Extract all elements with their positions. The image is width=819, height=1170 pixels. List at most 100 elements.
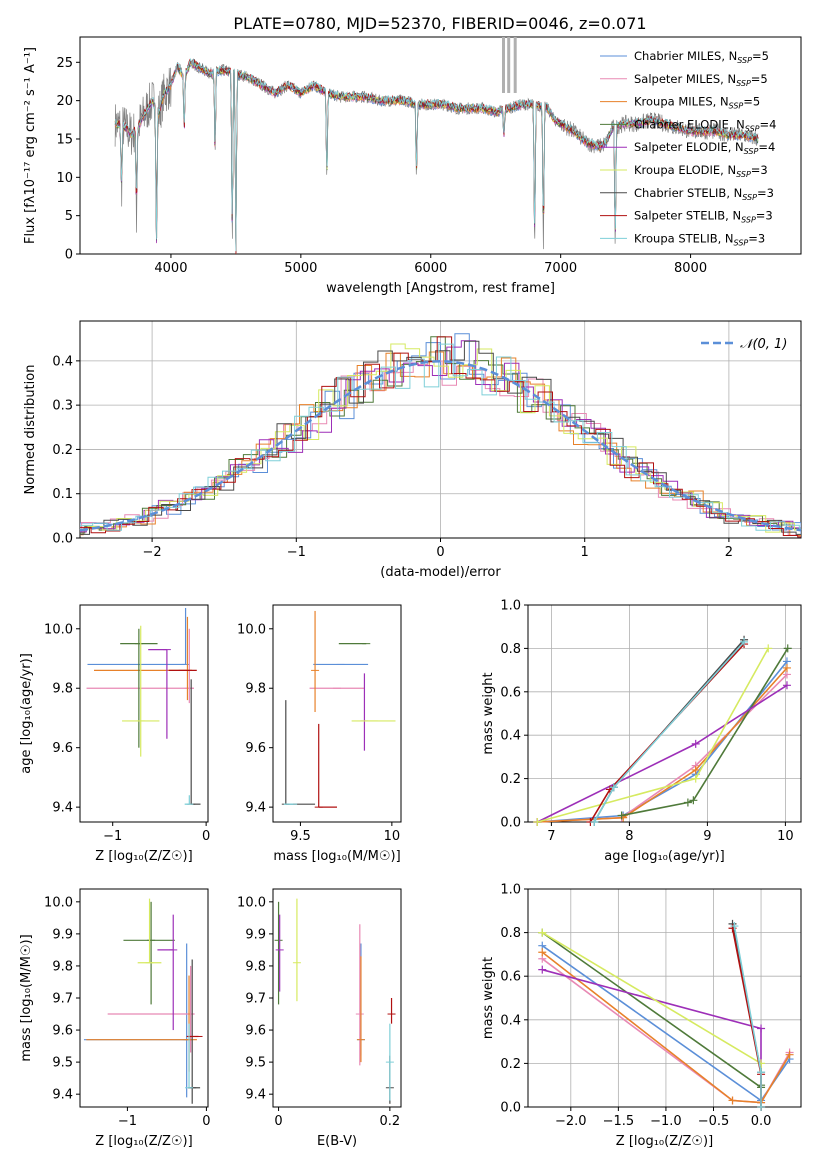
x-tick-label: −0.5 bbox=[698, 1114, 730, 1129]
x-tick-label: 7000 bbox=[544, 261, 577, 276]
x-axis-label: Z [log₁₀(Z/Z☉)] bbox=[95, 1134, 192, 1149]
legend-entry: Salpeter MILES, NSSP=5 bbox=[634, 72, 768, 88]
y-tick-label: 0.3 bbox=[52, 399, 73, 414]
y-tick-label: 9.8 bbox=[52, 959, 73, 974]
axes-frame bbox=[527, 888, 802, 1108]
y-axis-label: mass weight bbox=[481, 957, 496, 1039]
axes-frame bbox=[79, 36, 802, 255]
weight-marker-2 bbox=[785, 1050, 794, 1059]
y-tick-label: 0.4 bbox=[52, 354, 73, 369]
y-tick-label: 9.6 bbox=[52, 1024, 73, 1039]
x-tick-label: 10 bbox=[384, 829, 401, 844]
legend-entry: Kroupa ELODIE, NSSP=3 bbox=[634, 163, 768, 179]
x-tick-label: −1.0 bbox=[650, 1114, 682, 1129]
x-tick-label: 7 bbox=[547, 829, 555, 844]
y-tick-label: 9.8 bbox=[245, 959, 266, 974]
x-tick-label: 8000 bbox=[674, 261, 707, 276]
age-vs-mass-panel: 9.5 10 9.4 9.6 9.8 10.0 mass [log₁₀(M/M☉)] bbox=[237, 604, 402, 864]
weight-marker-5 bbox=[538, 928, 547, 937]
y-tick-label: 10.0 bbox=[237, 895, 266, 910]
x-axis-label: wavelength [Angstrom, rest frame] bbox=[326, 281, 555, 296]
axes-frame bbox=[527, 604, 802, 823]
legend-entry: Kroupa MILES, NSSP=5 bbox=[634, 95, 760, 111]
weight-marker-8 bbox=[740, 637, 749, 646]
y-tick-label: 5 bbox=[65, 209, 73, 224]
legend-entry: Chabrier MILES, NSSP=5 bbox=[634, 49, 769, 65]
weight-marker-4 bbox=[691, 739, 700, 748]
x-axis-label: mass [log₁₀(M/M☉)] bbox=[273, 849, 400, 864]
y-tick-label: 9.4 bbox=[52, 801, 73, 816]
y-tick-label: 0.0 bbox=[52, 532, 73, 547]
y-axis-label: Flux [fλ10⁻¹⁷ erg cm⁻² s⁻¹ A⁻¹] bbox=[23, 47, 38, 244]
x-tick-label: 0 bbox=[202, 1114, 210, 1129]
legend-entry: Kroupa STELIB, NSSP=3 bbox=[634, 231, 765, 247]
y-tick-label: 0.2 bbox=[500, 772, 521, 787]
x-tick-label: −1 bbox=[103, 829, 122, 844]
x-tick-label: 0 bbox=[436, 545, 444, 560]
weight-marker-8 bbox=[757, 1068, 766, 1077]
y-tick-label: 9.6 bbox=[245, 1024, 266, 1039]
y-axis-label: mass [log₁₀(M/M☉)] bbox=[19, 934, 34, 1061]
y-tick-label: 9.8 bbox=[245, 682, 266, 697]
weight-marker-3 bbox=[617, 811, 626, 820]
y-axis-label: age [log₁₀(age/yr)] bbox=[19, 653, 34, 774]
mass-vs-ebv-panel: 0 0.2 9.4 9.5 9.6 9.7 9.8 9.9 10.0 E(B-V) bbox=[237, 888, 402, 1149]
weight-marker-5 bbox=[533, 818, 542, 826]
y-tick-label: 9.5 bbox=[245, 1056, 266, 1071]
x-tick-label: 5000 bbox=[284, 261, 317, 276]
legend-entry: Chabrier STELIB, NSSP=3 bbox=[634, 186, 774, 202]
weight-marker-2 bbox=[728, 1096, 737, 1105]
y-tick-label: 0.2 bbox=[52, 443, 73, 458]
legend-entry: Salpeter ELODIE, NSSP=4 bbox=[634, 140, 775, 156]
y-tick-label: 0.6 bbox=[500, 970, 521, 985]
axes-frame bbox=[79, 604, 209, 823]
x-tick-label: 9.5 bbox=[290, 829, 311, 844]
weight-marker-5 bbox=[691, 774, 700, 783]
residuals-panel: −2 −1 0 1 2 0.0 0.1 0.2 0.3 0.4 (data-model)/error… bbox=[23, 320, 802, 580]
y-tick-label: 9.7 bbox=[52, 992, 73, 1007]
x-tick-label: 8 bbox=[625, 829, 633, 844]
weight-marker-3 bbox=[689, 796, 698, 805]
mass-vs-Z-panel: −1 0 9.4 9.5 9.6 9.7 9.8 9.9 10.0 Z [log₁₀(Z/Z☉)]… bbox=[19, 888, 211, 1149]
y-tick-label: 9.8 bbox=[52, 682, 73, 697]
weight-marker-8 bbox=[590, 818, 599, 826]
weight-marker-8 bbox=[757, 1103, 766, 1111]
y-tick-label: 0 bbox=[65, 248, 73, 263]
y-tick-label: 9.6 bbox=[52, 741, 73, 756]
y-tick-label: 25 bbox=[56, 56, 73, 71]
x-axis-label: Z [log₁₀(Z/Z☉)] bbox=[616, 1134, 713, 1149]
x-axis-label: (data-model)/error bbox=[380, 565, 501, 580]
x-tick-label: 0 bbox=[202, 829, 210, 844]
y-tick-label: 0.6 bbox=[500, 685, 521, 700]
age-vs-Z-panel: −1 0 9.4 9.6 9.8 10.0 Z [log₁₀(Z/Z☉)] age [log₁… bbox=[19, 604, 210, 864]
spectrum-panel: 4000 5000 6000 7000 8000 0 5 10 15 20 25 wavelength… bbox=[23, 36, 802, 296]
y-tick-label: 9.5 bbox=[52, 1056, 73, 1071]
y-tick-label: 9.9 bbox=[245, 927, 266, 942]
weight-line-3 bbox=[621, 647, 789, 817]
y-tick-label: 10.0 bbox=[237, 622, 266, 637]
x-tick-label: 2 bbox=[725, 545, 733, 560]
y-tick-label: 20 bbox=[56, 94, 73, 109]
x-tick-label: 0.2 bbox=[380, 1114, 401, 1129]
y-tick-label: 9.7 bbox=[245, 992, 266, 1007]
weight-line-2 bbox=[541, 951, 791, 1104]
weight-vs-age-panel: 7 8 9 10 0.0 0.2 0.4 0.6 0.8 1.0 age [log₁₀(age/yr… bbox=[481, 599, 802, 864]
legend-entry: Salpeter STELIB, NSSP=3 bbox=[634, 209, 773, 225]
y-tick-label: 0.1 bbox=[52, 487, 73, 502]
y-tick-label: 0.0 bbox=[500, 1101, 521, 1116]
weight-marker-3 bbox=[783, 644, 792, 653]
x-tick-label: 10 bbox=[777, 829, 794, 844]
x-tick-label: −1 bbox=[118, 1114, 137, 1129]
y-axis-label: mass weight bbox=[481, 672, 496, 754]
legend-entry: Chabrier ELODIE, NSSP=4 bbox=[634, 117, 776, 133]
gaussian-curve bbox=[79, 360, 802, 532]
y-tick-label: 9.4 bbox=[245, 1088, 266, 1103]
x-axis-label: Z [log₁₀(Z/Z☉)] bbox=[95, 849, 192, 864]
x-tick-label: 6000 bbox=[414, 261, 447, 276]
y-tick-label: 9.9 bbox=[52, 927, 73, 942]
weight-marker-2 bbox=[782, 663, 791, 672]
x-tick-label: −2.0 bbox=[555, 1114, 587, 1129]
y-tick-label: 10.0 bbox=[44, 622, 73, 637]
